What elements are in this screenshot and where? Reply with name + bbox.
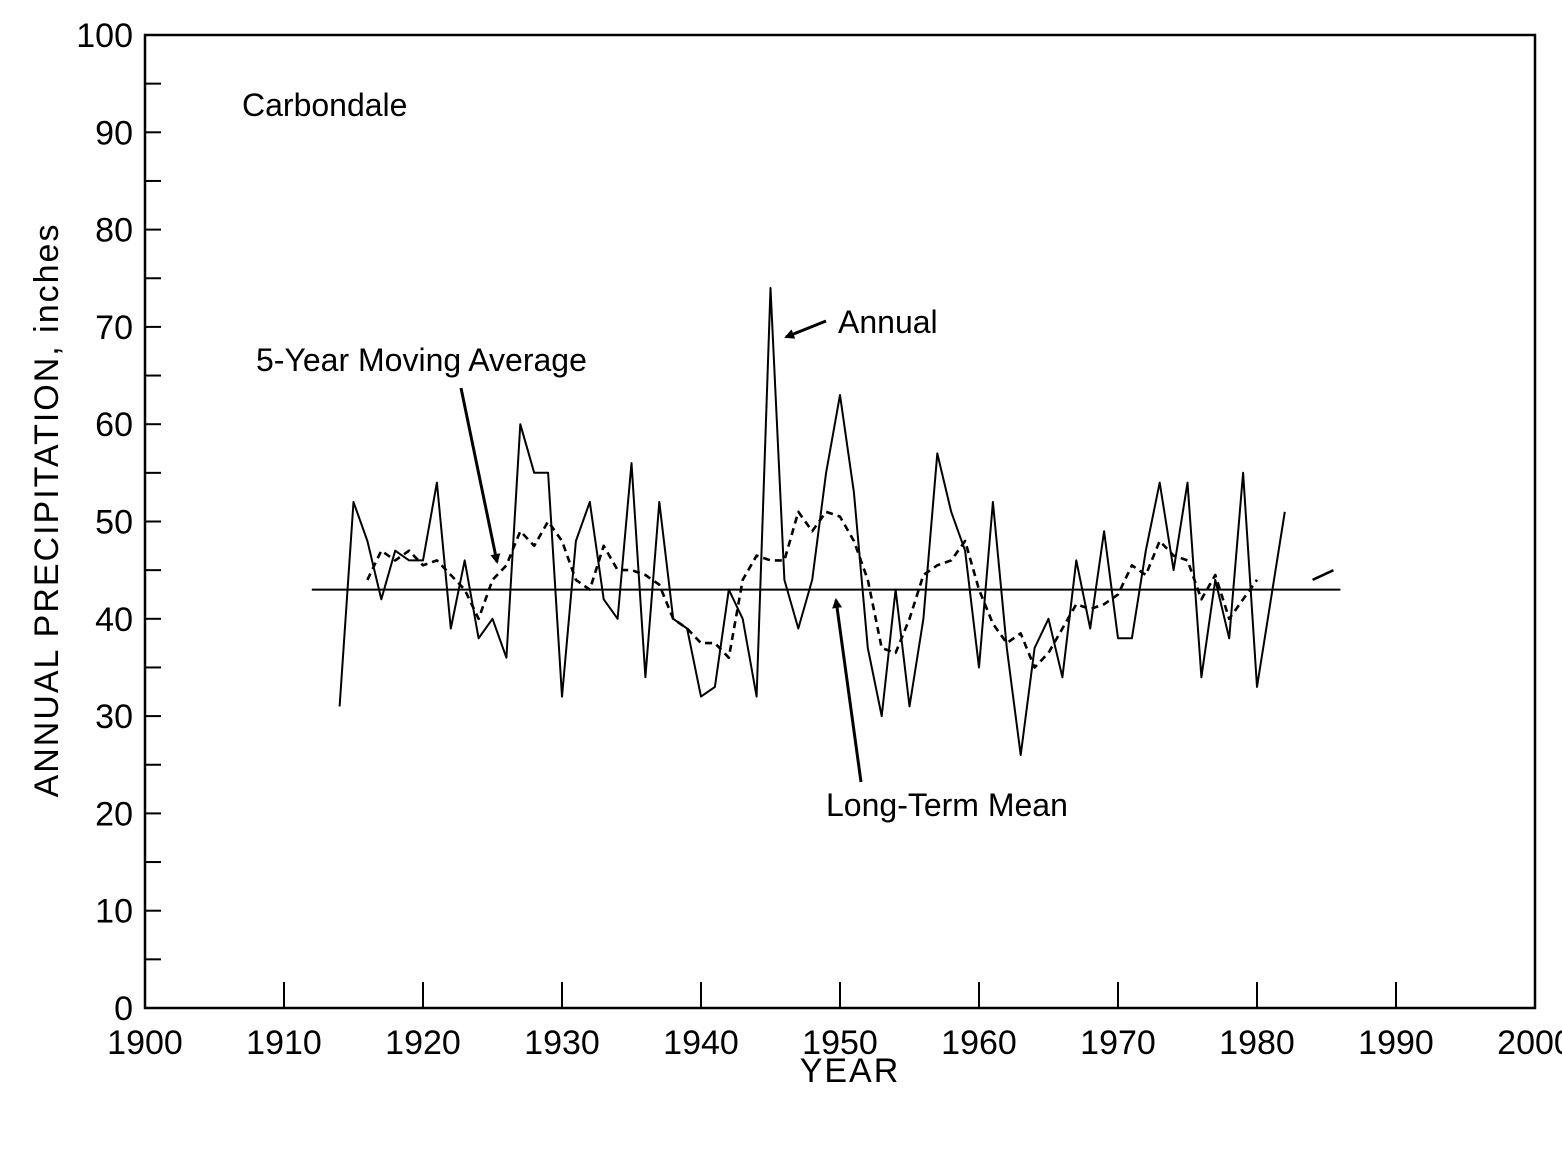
x-tick-label: 1950	[802, 1024, 878, 1062]
y-tick-label: 40	[95, 601, 133, 639]
x-tick-label: 1930	[524, 1024, 600, 1062]
y-tick-label: 50	[95, 504, 133, 542]
moving-average-label: 5-Year Moving Average	[256, 342, 587, 378]
mean-arrow	[832, 598, 863, 783]
y-tick-label: 90	[95, 114, 133, 152]
x-axis-title: YEAR	[800, 1052, 901, 1090]
y-tick-label: 30	[95, 698, 133, 736]
x-tick-label: 2000	[1497, 1024, 1562, 1062]
series-layer	[311, 287, 1341, 756]
x-tick-label: 1980	[1219, 1024, 1295, 1062]
y-tick-label: 0	[114, 990, 133, 1028]
x-tick-label: 1900	[107, 1024, 183, 1062]
series-line-5-year-moving-average	[366, 510, 1259, 669]
x-tick-label: 1910	[246, 1024, 322, 1062]
moving-average-arrow	[459, 387, 501, 564]
mean-label: Long-Term Mean	[826, 787, 1068, 823]
annual-arrow	[784, 319, 827, 339]
plot-frame	[143, 33, 1537, 1010]
y-tick-label: 80	[95, 212, 133, 250]
y-tick-label: 70	[95, 309, 133, 347]
x-axis-ticks: 1900 1910 1920 1930 1940 1950 1960 1970 1980 1990…	[107, 982, 1562, 1062]
x-tick-label: 1960	[941, 1024, 1017, 1062]
x-tick-label: 1990	[1358, 1024, 1434, 1062]
x-tick-label: 1920	[385, 1024, 461, 1062]
x-tick-label: 1970	[1080, 1024, 1156, 1062]
y-axis-ticks: 0 10 20 30 40 50 60 70 80 90 100	[76, 17, 161, 1028]
location-label: Carbondale	[242, 87, 407, 123]
y-tick-label: 100	[76, 17, 133, 55]
series-line-annual	[338, 287, 1286, 756]
y-tick-label: 20	[95, 795, 133, 833]
y-tick-label: 60	[95, 406, 133, 444]
moving-average-tail	[1312, 568, 1334, 582]
y-tick-label: 10	[95, 893, 133, 931]
x-tick-label: 1940	[663, 1024, 739, 1062]
annual-label: Annual	[838, 304, 938, 340]
y-axis-title: ANNUAL PRECIPITATION, inches	[28, 223, 66, 798]
